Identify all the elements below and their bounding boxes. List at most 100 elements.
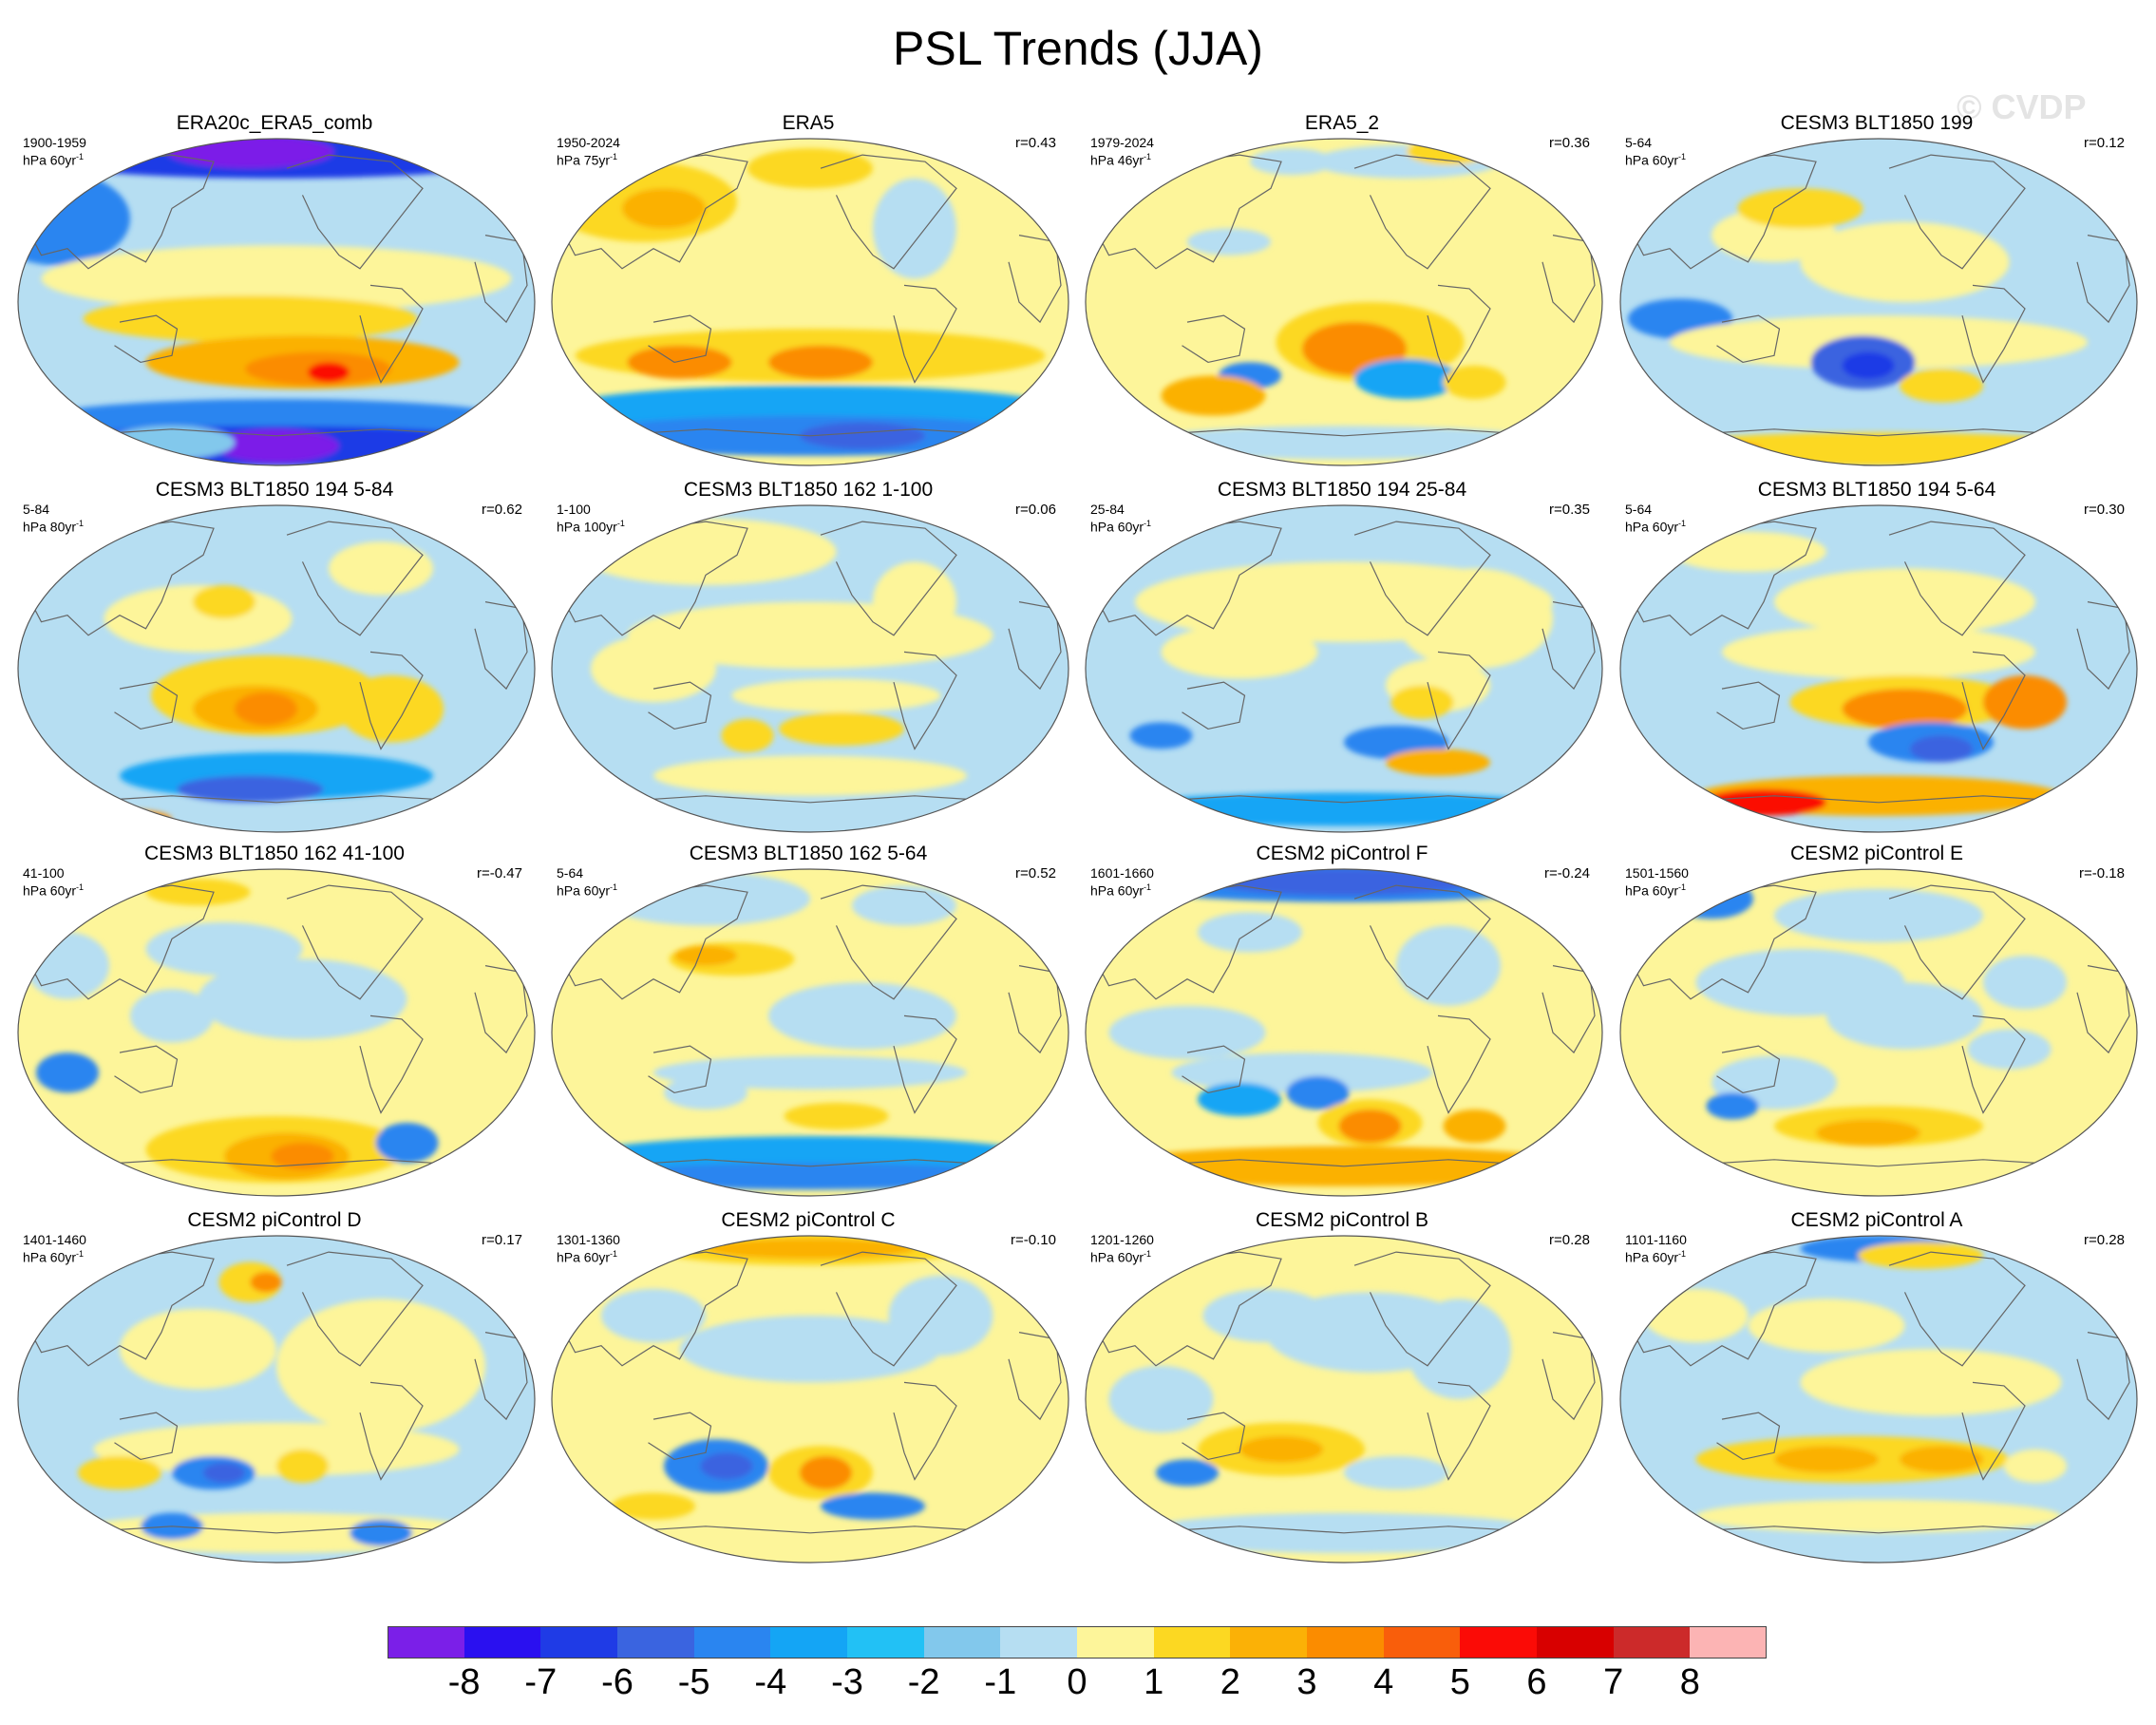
panel-correlation: r=-0.24 xyxy=(1544,865,1590,881)
map-outline xyxy=(1085,504,1603,833)
map-outline xyxy=(551,138,1069,466)
trend-anomaly-region xyxy=(235,692,297,726)
coastline xyxy=(1182,1045,1246,1094)
panel-title: CESM2 piControl D xyxy=(187,1209,362,1231)
panel-units: hPa 60yr-1 xyxy=(1090,882,1152,899)
trend-anomaly-region xyxy=(1386,749,1490,776)
trend-map xyxy=(1085,504,1603,833)
trend-anomaly-region xyxy=(250,1272,282,1293)
colorbar-tick-label: 1 xyxy=(1144,1662,1164,1702)
trend-anomaly-region xyxy=(1983,675,2067,730)
map-outline xyxy=(17,868,536,1197)
colorbar-tick-label: -3 xyxy=(831,1662,863,1702)
trend-anomaly-region xyxy=(784,1102,889,1130)
coastline xyxy=(286,154,424,270)
colorbar-tick-label: -6 xyxy=(601,1662,634,1702)
coastline xyxy=(1353,884,1491,1000)
panel-units: hPa 60yr-1 xyxy=(1090,1249,1152,1265)
trend-anomaly-region xyxy=(1680,442,1764,463)
trend-anomaly-region xyxy=(276,1449,329,1483)
colorbar-cell xyxy=(923,1626,1001,1659)
panel-correlation: r=0.06 xyxy=(1015,502,1056,518)
trend-anomaly-region xyxy=(177,775,324,803)
trend-anomaly-region xyxy=(1187,228,1271,256)
colorbar-tick-label: -2 xyxy=(907,1662,940,1702)
colorbar-cell xyxy=(770,1626,848,1659)
trend-anomaly-region xyxy=(800,422,925,449)
coastline xyxy=(648,314,712,364)
coastline xyxy=(893,284,957,384)
map-background-field xyxy=(552,1236,1069,1563)
coastline xyxy=(1427,1381,1491,1481)
colorbar-cell xyxy=(693,1626,771,1659)
coastline xyxy=(1182,314,1246,364)
map-panel: CESM2 piControl D 1401-1460 hPa 60yr-1 r=0.… xyxy=(8,1209,541,1575)
colorbar-cell xyxy=(1000,1626,1078,1659)
panel-years: 5-64 xyxy=(1625,502,1653,517)
colorbar-cell xyxy=(617,1626,695,1659)
coastline xyxy=(1669,1526,2089,1534)
panel-correlation: r=-0.47 xyxy=(477,865,522,881)
panel-units: hPa 60yr-1 xyxy=(1625,152,1687,168)
panel-years: 5-64 xyxy=(1625,135,1653,150)
coastline xyxy=(1353,154,1491,270)
coastline xyxy=(600,795,1020,804)
trend-anomaly-region xyxy=(653,755,967,796)
trend-map xyxy=(17,504,536,833)
colorbar-cell xyxy=(1460,1626,1538,1659)
trend-anomaly-region xyxy=(1701,788,1826,816)
coastline xyxy=(286,521,424,636)
trend-anomaly-region xyxy=(271,1143,334,1170)
trend-map xyxy=(551,504,1069,833)
map-outline xyxy=(1619,138,2138,466)
colorbar-tick-label: 2 xyxy=(1220,1662,1240,1702)
coastline xyxy=(820,154,957,270)
trend-anomaly-region xyxy=(1670,531,1826,572)
coastline xyxy=(1888,154,2026,270)
panel-correlation: r=0.28 xyxy=(2084,1232,2125,1248)
trend-anomaly-region xyxy=(1967,1029,2052,1070)
colorbar-tick-label: 6 xyxy=(1526,1662,1547,1702)
trend-anomaly-region xyxy=(78,1455,161,1490)
map-panel: ERA5 1950-2024 hPa 75yr-1 r=0.43 xyxy=(541,112,1075,478)
trend-anomaly-region xyxy=(1213,869,1475,896)
trend-anomaly-region xyxy=(768,345,873,379)
colorbar-tick-label: 4 xyxy=(1373,1662,1394,1702)
trend-anomaly-region xyxy=(873,178,956,279)
coastline xyxy=(1353,521,1491,636)
colorbar-tick-label: -8 xyxy=(447,1662,481,1702)
panel-years: 1101-1160 xyxy=(1625,1232,1687,1247)
trend-anomaly-region xyxy=(1774,1446,1879,1473)
panel-units: hPa 60yr-1 xyxy=(23,882,85,899)
panel-title: CESM3 BLT1850 194 5-84 xyxy=(155,479,394,501)
map-panel: CESM3 BLT1850 194 5-64 5-64 hPa 60yr-1 r=0.… xyxy=(1610,479,2144,844)
trend-anomaly-region xyxy=(1239,1435,1323,1463)
trend-anomaly-region xyxy=(83,294,418,343)
trend-anomaly-region xyxy=(1900,1446,1983,1473)
trend-anomaly-region xyxy=(1171,1052,1433,1093)
colorbar-cell xyxy=(1690,1626,1768,1659)
map-outline xyxy=(17,504,536,833)
trend-anomaly-region xyxy=(601,1288,706,1343)
panel-units: hPa 60yr-1 xyxy=(23,152,85,168)
trend-map xyxy=(551,868,1069,1197)
trend-anomaly-region xyxy=(591,635,716,703)
panel-years: 1601-1660 xyxy=(1090,865,1154,881)
trend-anomaly-region xyxy=(1910,735,1973,763)
trend-anomaly-region xyxy=(67,808,172,829)
coastline xyxy=(1888,521,2026,636)
coastline xyxy=(820,884,957,1000)
coastline xyxy=(114,314,179,364)
trend-anomaly-region xyxy=(193,585,255,619)
colorbar-cell xyxy=(1383,1626,1461,1659)
trend-anomaly-region xyxy=(1706,1092,1759,1120)
trend-anomaly-region xyxy=(1250,148,1333,176)
map-panel: CESM3 BLT1850 162 1-100 1-100 hPa 100yr-1 r… xyxy=(541,479,1075,844)
trend-anomaly-region xyxy=(375,1123,439,1164)
trend-map xyxy=(1619,1235,2138,1564)
trend-map xyxy=(1619,868,2138,1197)
trend-anomaly-region xyxy=(1900,369,1983,403)
coastline xyxy=(114,681,179,730)
trend-anomaly-region xyxy=(120,1308,276,1390)
map-panel: CESM3 BLT1850 162 41-100 41-100 hPa 60yr-1… xyxy=(8,843,541,1208)
